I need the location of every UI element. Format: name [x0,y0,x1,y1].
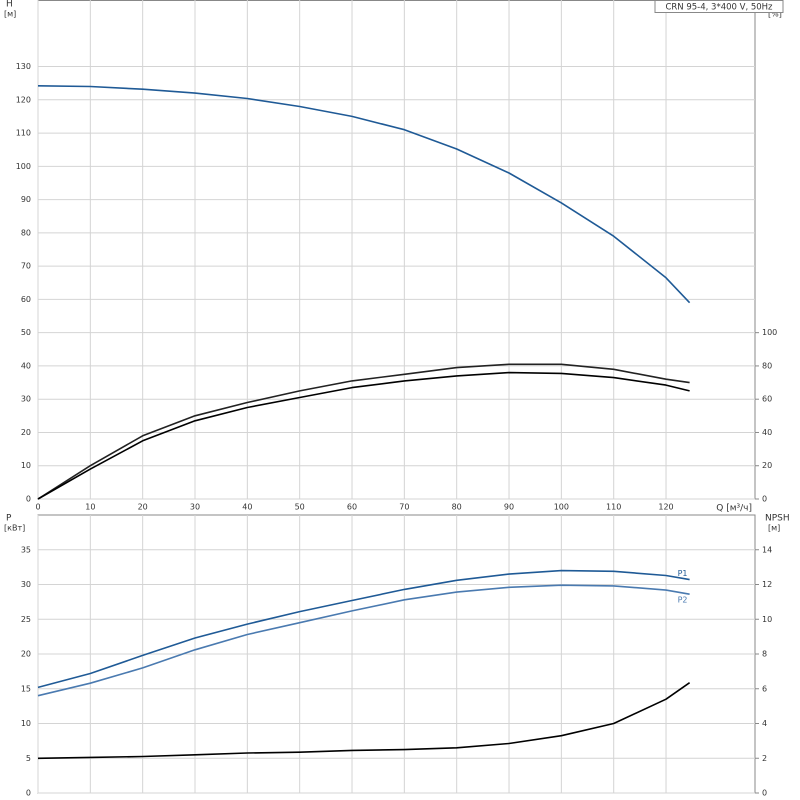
x-tick-label: 50 [295,503,305,512]
curve [37,363,690,500]
curve [37,569,690,689]
y-tick-label: 10 [21,461,31,470]
y-tick-label: 10 [21,719,31,728]
x-tick-label: 110 [606,503,621,512]
x-tick-label: 30 [190,503,200,512]
y2-tick-label: 8 [762,650,767,659]
y-tick-label: 70 [21,262,31,271]
y-tick-label: 120 [16,95,31,104]
y-tick-label: 0 [26,789,31,798]
x-tick-label: 10 [85,503,95,512]
y2-tick-label: 100 [762,328,777,337]
y2-tick-label: 14 [762,545,772,554]
npsh-label: NPSH [765,514,790,524]
y-tick-label: 40 [21,361,31,370]
y-tick-label: 20 [21,428,31,437]
y-tick-label: 30 [21,395,31,404]
x-tick-label: 40 [242,503,252,512]
y-tick-label: 25 [21,615,31,624]
y2-tick-label: 0 [762,495,767,504]
x-tick-label: 70 [399,503,409,512]
x-tick-label: 120 [658,503,673,512]
p-unit: [кВт] [4,524,25,533]
y2-tick-label: 10 [762,615,772,624]
y-tick-label: 90 [21,195,31,204]
y-tick-label: 30 [21,580,31,589]
x-tick-label: 100 [554,503,569,512]
y2-tick-label: 6 [762,684,767,693]
curve [37,682,691,760]
curve [37,85,691,304]
p-label: P [6,514,12,524]
q-label: Q [м³/ч] [716,504,752,514]
x-tick-label: 80 [452,503,462,512]
x-tick-label: 0 [35,503,40,512]
title-box [654,0,784,13]
y2-tick-label: 12 [762,580,772,589]
chart-title: CRN 95-4, 3*400 V, 50Hz [665,3,773,13]
y-tick-label: 100 [16,162,31,171]
npsh-unit: [м] [768,524,780,533]
y-tick-label: 60 [21,295,31,304]
x-tick-label: 20 [138,503,148,512]
series-label: P2 [678,596,688,605]
y-tick-label: 130 [16,62,31,71]
y-tick-label: 35 [21,545,31,554]
h-unit: [м] [4,10,16,19]
curve [37,371,690,500]
y2-tick-label: 4 [762,719,767,728]
y-tick-label: 50 [21,328,31,337]
y2-tick-label: 80 [762,361,772,370]
x-tick-label: 60 [347,503,357,512]
y-tick-label: 0 [26,495,31,504]
y-tick-label: 15 [21,684,31,693]
y2-tick-label: 40 [762,428,772,437]
top-frame [37,0,756,500]
x-tick-label: 90 [504,503,514,512]
series-label: P1 [678,569,688,578]
y2-tick-label: 0 [762,789,767,798]
eta-unit: [%] [768,10,782,19]
y-tick-label: 80 [21,228,31,237]
y2-tick-label: 20 [762,461,772,470]
y-tick-label: 110 [16,129,31,138]
y2-tick-label: 2 [762,754,767,763]
curve [37,584,690,697]
y2-tick-label: 60 [762,395,772,404]
h-label: H [6,0,13,10]
y-tick-label: 5 [26,754,31,763]
y-tick-label: 20 [21,650,31,659]
